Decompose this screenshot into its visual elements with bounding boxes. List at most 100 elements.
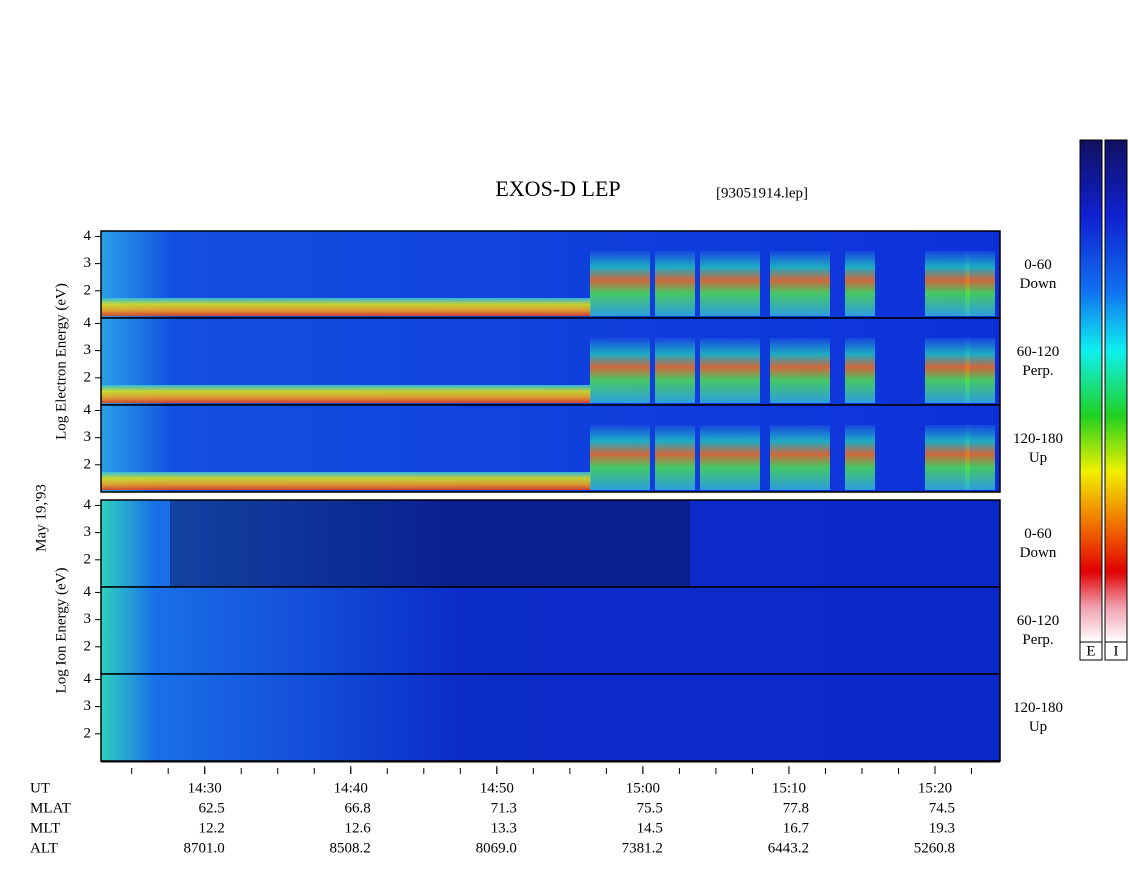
color-bar <box>1104 139 1128 643</box>
ephemeris-name: MLT <box>30 820 60 836</box>
ephemeris-value: 16.7 <box>783 820 810 836</box>
y-tick-label: 4 <box>84 228 92 244</box>
x-tick-label: 14:30 <box>188 780 222 796</box>
panel-sublabel: Down <box>1020 545 1057 561</box>
y-tick-label: 2 <box>84 369 92 385</box>
spectrogram-band <box>101 298 591 316</box>
y-tick-label: 4 <box>84 497 92 513</box>
spectrogram-band <box>101 472 591 490</box>
y-axis-label: Log Ion Energy (eV) <box>53 568 69 694</box>
y-tick-label: 3 <box>84 429 92 445</box>
ephemeris-value: 8508.2 <box>330 840 371 856</box>
date-label: May 19,'93 <box>33 484 49 552</box>
spectrogram-burst <box>700 338 760 403</box>
ephemeris-value: 12.2 <box>198 820 224 836</box>
ephemeris-name: UT <box>30 780 50 796</box>
ephemeris-name: ALT <box>30 840 58 856</box>
spectrogram-image <box>101 587 1000 674</box>
panel-sublabel: Down <box>1020 276 1057 292</box>
y-tick-label: 3 <box>84 255 92 271</box>
y-tick-label: 4 <box>84 671 92 687</box>
spectrogram-burst <box>770 251 830 316</box>
x-tick-label: 15:20 <box>918 780 952 796</box>
color-bar-label-box <box>1104 641 1128 661</box>
spectrogram-burst <box>770 338 830 403</box>
ephemeris-value: 62.5 <box>198 800 224 816</box>
panel-sublabel: Perp. <box>1022 632 1053 648</box>
spectrogram-burst <box>845 338 875 403</box>
x-tick-label: 14:40 <box>334 780 368 796</box>
spectrogram-burst <box>965 338 995 403</box>
color-bar-label-box <box>1079 641 1103 661</box>
ephemeris-value: 74.5 <box>929 800 955 816</box>
spectrogram-noise <box>170 500 690 587</box>
y-tick-label: 4 <box>84 315 92 331</box>
ephemeris-value: 75.5 <box>637 800 663 816</box>
panel-label: 120-180 <box>1013 431 1063 447</box>
panel-label: 60-120 <box>1017 344 1060 360</box>
y-tick-label: 3 <box>84 342 92 358</box>
spectrogram-burst <box>965 251 995 316</box>
x-tick-label: 15:00 <box>626 780 660 796</box>
ephemeris-value: 7381.2 <box>622 840 663 856</box>
spectrogram-band <box>101 385 591 403</box>
spectrogram-burst <box>925 425 970 490</box>
panel-label: 0-60 <box>1024 526 1052 542</box>
ephemeris-value: 8069.0 <box>476 840 517 856</box>
spectrogram-burst <box>655 425 695 490</box>
ephemeris-value: 19.3 <box>929 820 955 836</box>
ephemeris-value: 13.3 <box>491 820 517 836</box>
spectrogram-image <box>101 500 1000 587</box>
y-tick-label: 2 <box>84 456 92 472</box>
panel-label: 120-180 <box>1013 700 1063 716</box>
color-bar-label: E <box>1086 643 1095 659</box>
color-bar-label: I <box>1114 643 1119 659</box>
y-tick-label: 4 <box>84 584 92 600</box>
y-tick-label: 3 <box>84 611 92 627</box>
spectrogram-burst <box>845 251 875 316</box>
spectrogram-burst <box>655 338 695 403</box>
panel-sublabel: Up <box>1029 719 1047 735</box>
y-tick-label: 2 <box>84 551 92 567</box>
x-tick-label: 14:50 <box>480 780 514 796</box>
panel-label: 60-120 <box>1017 613 1060 629</box>
spectrogram-burst <box>590 251 650 316</box>
ephemeris-value: 8701.0 <box>183 840 224 856</box>
y-tick-label: 3 <box>84 698 92 714</box>
ephemeris-value: 66.8 <box>345 800 371 816</box>
chart-title: EXOS-D LEP <box>495 176 620 201</box>
ephemeris-value: 77.8 <box>783 800 809 816</box>
spectrogram-burst <box>700 251 760 316</box>
y-tick-label: 2 <box>84 638 92 654</box>
spectrogram-burst <box>700 425 760 490</box>
panel-frame <box>100 673 1001 762</box>
panel-label: 0-60 <box>1024 257 1052 273</box>
panel-sublabel: Perp. <box>1022 363 1053 379</box>
spectrogram-burst <box>965 425 995 490</box>
spectrogram-burst <box>590 338 650 403</box>
ephemeris-name: MLAT <box>30 800 71 816</box>
x-tick-label: 15:10 <box>772 780 806 796</box>
y-tick-label: 4 <box>84 402 92 418</box>
spectrogram-burst <box>925 338 970 403</box>
y-axis-label: Log Electron Energy (eV) <box>53 283 69 440</box>
ephemeris-value: 6443.2 <box>768 840 809 856</box>
spectrogram-burst <box>845 425 875 490</box>
panel-frame <box>100 404 1001 493</box>
panel-sublabel: Up <box>1029 450 1047 466</box>
ephemeris-value: 5260.8 <box>914 840 955 856</box>
spectrogram-burst <box>655 251 695 316</box>
ephemeris-value: 71.3 <box>491 800 517 816</box>
spectrogram-burst <box>590 425 650 490</box>
spectrogram-burst <box>770 425 830 490</box>
ephemeris-value: 12.6 <box>345 820 372 836</box>
y-tick-label: 2 <box>84 282 92 298</box>
spectrogram-image <box>101 674 1000 761</box>
color-bar <box>1079 139 1103 643</box>
y-tick-label: 3 <box>84 524 92 540</box>
file-name: [93051914.lep] <box>716 185 808 201</box>
y-tick-label: 2 <box>84 725 92 741</box>
ephemeris-value: 14.5 <box>637 820 663 836</box>
spectrogram-burst <box>925 251 970 316</box>
